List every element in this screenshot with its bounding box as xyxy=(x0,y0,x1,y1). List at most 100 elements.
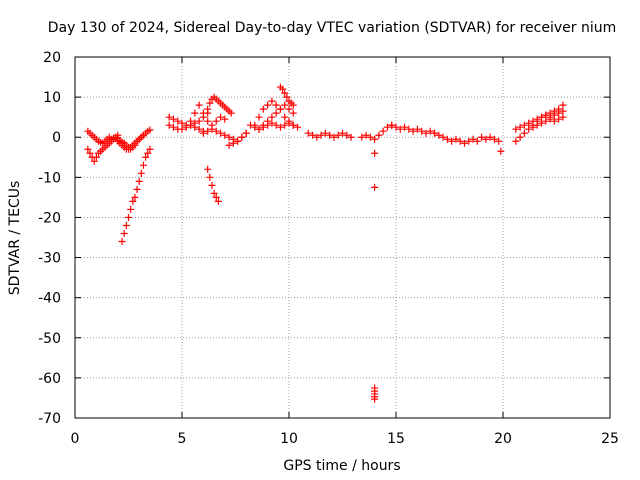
data-point xyxy=(204,117,212,125)
data-point xyxy=(272,121,280,129)
data-point xyxy=(255,125,263,133)
data-point xyxy=(371,395,379,403)
tick-labels: 0 5 10 15 20 25 -70 -60 -50 -40 -30 -20 -10 0 10 20 xyxy=(38,50,619,447)
series-sat-d xyxy=(118,193,139,246)
data-point xyxy=(246,121,254,129)
data-point xyxy=(538,113,546,121)
data-point xyxy=(206,99,214,107)
series-sat-m xyxy=(225,129,250,149)
data-point xyxy=(217,113,225,121)
data-point xyxy=(555,115,563,123)
data-point xyxy=(383,123,391,131)
x-tick-label: 10 xyxy=(280,431,298,447)
data-point xyxy=(294,123,302,131)
data-point xyxy=(405,125,413,133)
data-point xyxy=(546,115,554,123)
data-point xyxy=(362,131,370,139)
data-point xyxy=(225,133,233,141)
data-point xyxy=(178,119,186,127)
data-point xyxy=(264,121,272,129)
series-sat-q xyxy=(246,119,302,133)
data-point xyxy=(187,117,195,125)
data-point xyxy=(559,101,567,109)
data-point xyxy=(178,125,186,133)
data-point xyxy=(210,189,218,197)
data-point xyxy=(182,123,190,131)
data-point xyxy=(439,133,447,141)
data-point xyxy=(206,173,214,181)
data-point xyxy=(409,127,417,135)
data-point xyxy=(321,129,329,137)
x-tick-label: 0 xyxy=(71,431,80,447)
data-point xyxy=(199,109,207,117)
series-sat-r xyxy=(304,129,355,141)
data-point xyxy=(227,109,235,117)
data-point xyxy=(204,105,212,113)
data-point xyxy=(448,137,456,145)
data-point xyxy=(90,157,98,165)
data-point xyxy=(92,153,100,161)
y-tick-label: -60 xyxy=(38,371,61,387)
x-tick-label: 5 xyxy=(178,431,187,447)
data-point xyxy=(131,193,139,201)
data-point xyxy=(326,131,334,139)
data-point xyxy=(371,135,379,143)
chart-title: Day 130 of 2024, Sidereal Day-to-day VTE… xyxy=(48,20,617,36)
data-point xyxy=(86,149,94,157)
data-point xyxy=(529,117,537,125)
data-point xyxy=(195,117,203,125)
data-point xyxy=(251,123,259,131)
data-point xyxy=(542,111,550,119)
series-sat-a xyxy=(84,127,113,147)
series-sat-z xyxy=(512,101,567,133)
data-point xyxy=(285,105,293,113)
data-point xyxy=(422,129,430,137)
y-tick-label: -50 xyxy=(38,331,61,347)
data-point xyxy=(221,131,229,139)
y-tick-label: 10 xyxy=(43,90,61,106)
data-point xyxy=(358,133,366,141)
x-tick-label: 20 xyxy=(494,431,512,447)
data-point xyxy=(396,125,404,133)
data-point xyxy=(191,109,199,117)
data-point xyxy=(334,131,342,139)
data-point xyxy=(165,121,173,129)
data-point xyxy=(388,121,396,129)
data-point xyxy=(127,205,135,213)
data-point xyxy=(142,153,150,161)
data-point xyxy=(516,123,524,131)
data-point xyxy=(538,119,546,127)
series-sat-i xyxy=(187,101,229,129)
data-point xyxy=(343,131,351,139)
data-point xyxy=(550,107,558,115)
series-sat-k xyxy=(204,165,222,205)
y-tick-label: -30 xyxy=(38,251,61,267)
data-point xyxy=(285,119,293,127)
data-point xyxy=(264,101,272,109)
data-point xyxy=(379,127,387,135)
data-point xyxy=(133,185,141,193)
data-point xyxy=(212,117,220,125)
data-point xyxy=(204,165,212,173)
data-point xyxy=(125,213,132,221)
data-point xyxy=(289,121,297,129)
data-point xyxy=(525,119,533,127)
data-point xyxy=(533,121,541,129)
data-point xyxy=(137,169,145,177)
data-point xyxy=(268,97,276,105)
data-point xyxy=(229,139,237,147)
y-tick-label: -70 xyxy=(38,411,61,427)
data-point xyxy=(169,123,177,131)
data-point xyxy=(217,129,225,137)
series-sat-p xyxy=(276,83,297,109)
y-tick-label: -10 xyxy=(38,170,61,186)
series-sat-u xyxy=(371,384,379,403)
data-point xyxy=(512,137,520,145)
x-axis-label: GPS time / hours xyxy=(283,458,400,474)
data-point xyxy=(452,135,460,143)
data-point xyxy=(559,113,567,121)
x-tick-label: 25 xyxy=(601,431,619,447)
data-point xyxy=(242,129,250,137)
data-point xyxy=(144,149,152,157)
data-point xyxy=(281,89,289,97)
